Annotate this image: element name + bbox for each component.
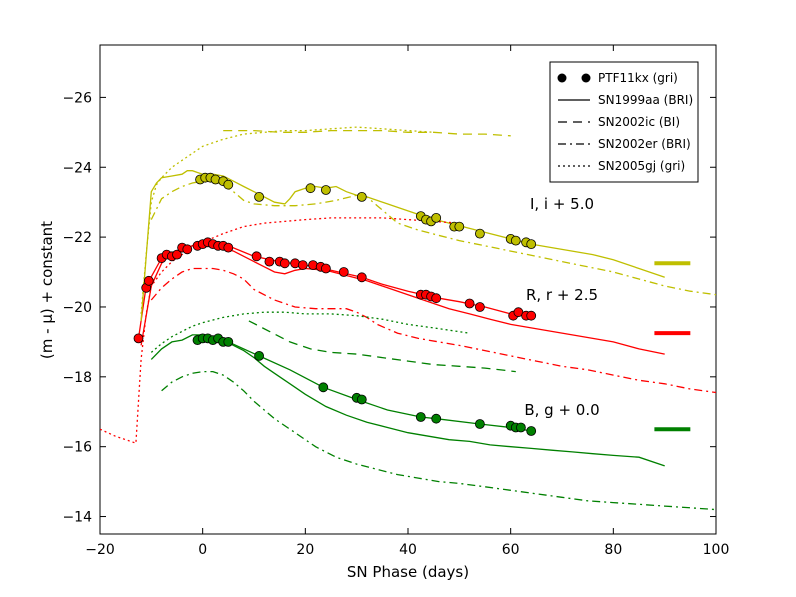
marker-ptf11kx-r-19	[279, 258, 290, 269]
marker-ptf11kx-g-11	[415, 412, 426, 422]
marker-ptf11kx-r-24	[320, 263, 331, 274]
legend-label-3: SN2002er (BRI)	[598, 137, 691, 151]
marker-ptf11kx-i-13	[431, 212, 442, 223]
y-axis-label: (m - μ) + constant	[38, 221, 56, 359]
axis-ticks: −20 0 20 40 60 80 100 −14 −16 −18 −20 −22 −24 −26	[62, 45, 729, 558]
marker-ptf11kx-r-36	[526, 310, 537, 321]
marker-ptf11kx-r-0	[133, 333, 144, 344]
x-axis-label: SN Phase (days)	[347, 563, 469, 581]
legend-label-4: SN2005gj (gri)	[598, 159, 685, 173]
marker-ptf11kx-i-6	[254, 191, 265, 202]
marker-ptf11kx-r-30	[431, 293, 442, 304]
marker-ptf11kx-r-17	[264, 256, 275, 267]
line-sn2002er-r	[150, 267, 716, 394]
marker-ptf11kx-i-7	[305, 183, 316, 194]
marker-ptf11kx-r-15	[223, 242, 234, 253]
annotation-2: B, g + 0.0	[524, 401, 599, 419]
marker-ptf11kx-r-8	[182, 244, 193, 255]
legend-label-0: PTF11kx (gri)	[598, 71, 678, 85]
band-marks	[654, 261, 691, 432]
marker-ptf11kx-g-8	[318, 382, 329, 393]
legend-marker-b	[581, 73, 591, 83]
marker-ptf11kx-r-25	[338, 267, 349, 277]
marker-ptf11kx-r-31	[464, 298, 475, 309]
y-tick-label-6: −26	[62, 90, 92, 106]
marker-ptf11kx-i-20	[526, 239, 537, 250]
y-tick-label-4: −22	[62, 230, 92, 246]
x-tick-label-5: 80	[604, 542, 622, 558]
annotation-1: R, r + 2.5	[526, 286, 598, 304]
annotation-0: I, i + 5.0	[530, 195, 594, 213]
legend-label-2: SN2002ic (BI)	[598, 115, 680, 129]
marker-ptf11kx-g-17	[526, 426, 537, 436]
marker-ptf11kx-g-13	[474, 419, 485, 429]
marker-ptf11kx-g-10	[356, 394, 367, 405]
legend-marker-a	[557, 73, 567, 83]
marker-ptf11kx-i-5	[223, 179, 234, 190]
marker-ptf11kx-r-16	[251, 251, 262, 262]
marker-ptf11kx-r-21	[297, 260, 308, 271]
y-tick-label-5: −24	[62, 160, 92, 176]
marker-ptf11kx-i-18	[510, 235, 521, 246]
y-tick-label-1: −16	[62, 440, 92, 456]
x-tick-label-2: 20	[296, 542, 314, 558]
line-sn2002er-b	[161, 370, 716, 511]
x-tick-label-6: 100	[703, 542, 730, 558]
y-tick-label-2: −18	[62, 370, 92, 386]
plot-markers	[133, 172, 537, 436]
x-tick-label-0: −20	[85, 542, 115, 558]
marker-ptf11kx-g-16	[516, 422, 526, 433]
marker-ptf11kx-i-15	[454, 221, 465, 232]
annotations: I, i + 5.0 R, r + 2.5 B, g + 0.0	[524, 195, 599, 419]
marker-ptf11kx-r-2	[143, 275, 154, 286]
marker-ptf11kx-g-6	[223, 336, 234, 347]
marker-ptf11kx-i-8	[320, 185, 331, 195]
marker-ptf11kx-r-6	[172, 249, 182, 260]
x-tick-label-4: 60	[502, 542, 520, 558]
legend: PTF11kx (gri) SN1999aa (BRI) SN2002ic (BI)…	[549, 61, 699, 183]
line-sn2005gj-i	[140, 126, 434, 314]
marker-ptf11kx-g-12	[431, 413, 442, 424]
marker-ptf11kx-r-32	[474, 302, 485, 312]
marker-ptf11kx-i-16	[474, 228, 485, 239]
y-tick-label-0: −14	[62, 510, 92, 526]
marker-ptf11kx-g-7	[254, 350, 265, 361]
marker-ptf11kx-r-26	[356, 272, 367, 283]
marker-ptf11kx-i-9	[356, 191, 367, 202]
legend-label-1: SN1999aa (BRI)	[598, 93, 693, 107]
line-sn2002ic-b	[248, 320, 516, 373]
y-tick-label-3: −20	[62, 300, 92, 316]
x-tick-label-1: 0	[198, 542, 207, 558]
x-tick-label-3: 40	[399, 542, 417, 558]
